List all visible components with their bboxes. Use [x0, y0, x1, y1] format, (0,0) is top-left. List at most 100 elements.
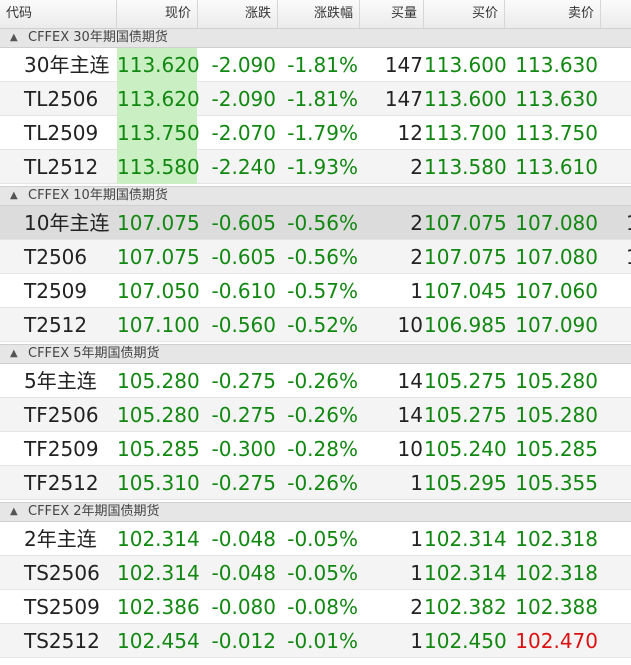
cell-change-pct: -0.08% — [287, 595, 358, 619]
price-value: 102.386 — [117, 595, 200, 619]
cell-volume: 2 — [410, 595, 423, 619]
cell-code: T2506 — [24, 245, 88, 269]
table-row[interactable]: TL2509 113.750 -2.070 -1.79% 12 113.700 113.75… — [0, 116, 631, 150]
cell-ask: 113.630 — [515, 53, 598, 77]
table-row[interactable]: TS2509 102.386 -0.080 -0.08% 2 102.382 102.388 — [0, 590, 631, 624]
group-header[interactable]: ▲ CFFEX 30年期国债期货 — [0, 28, 631, 48]
table-row[interactable]: TF2506 105.280 -0.275 -0.26% 14 105.275 105.28… — [0, 398, 631, 432]
group-title: CFFEX 5年期国债期货 — [28, 346, 160, 361]
cell-change-pct: -0.05% — [287, 527, 358, 551]
cell-change-pct: -0.26% — [287, 471, 358, 495]
cell-code: TL2512 — [24, 155, 99, 179]
price-value: 107.050 — [117, 279, 200, 303]
cell-code: TF2506 — [24, 403, 99, 427]
cell-change: -0.275 — [211, 403, 276, 427]
cell-change-pct: -1.81% — [287, 53, 358, 77]
cell-change: -0.605 — [211, 211, 276, 235]
cell-code: 30年主连 — [24, 53, 110, 77]
group-title: CFFEX 10年期国债期货 — [28, 188, 168, 203]
cell-code: 5年主连 — [24, 369, 97, 393]
group-header[interactable]: ▲ CFFEX 5年期国债期货 — [0, 344, 631, 364]
price-value: 113.750 — [117, 121, 200, 145]
table-row[interactable]: T2512 107.100 -0.560 -0.52% 10 106.985 107.090 — [0, 308, 631, 342]
cell-bid: 102.450 — [424, 629, 507, 653]
cell-change: -0.080 — [211, 595, 276, 619]
cell-volume: 1 — [410, 471, 423, 495]
cell-change: -0.275 — [211, 471, 276, 495]
price-value: 107.075 — [117, 211, 200, 235]
collapse-caret-icon[interactable]: ▲ — [10, 32, 18, 43]
cell-code: TS2506 — [24, 561, 100, 585]
cell-change: -0.048 — [211, 561, 276, 585]
column-header-change[interactable]: 涨跌 — [198, 0, 278, 28]
cell-code: TL2506 — [24, 87, 99, 111]
cell-change-pct: -0.28% — [287, 437, 358, 461]
cell-ask: 102.470 — [515, 629, 598, 653]
table-row[interactable]: TF2509 105.285 -0.300 -0.28% 10 105.240 105.28… — [0, 432, 631, 466]
cell-change: -0.012 — [211, 629, 276, 653]
cell-code: T2512 — [24, 313, 88, 337]
table-row[interactable]: TL2506 113.620 -2.090 -1.81% 147 113.600 113.6… — [0, 82, 631, 116]
table-row[interactable]: TS2506 102.314 -0.048 -0.05% 1 102.314 102.318 — [0, 556, 631, 590]
price-value: 102.314 — [117, 527, 200, 551]
cell-change: -2.090 — [211, 87, 276, 111]
column-header-code[interactable]: 代码 — [0, 0, 117, 28]
table-row[interactable]: 30年主连 113.620 -2.090 -1.81% 147 113.600 113.63… — [0, 48, 631, 82]
cell-price: 102.314 — [117, 556, 200, 590]
cell-price: 105.280 — [117, 398, 200, 432]
cell-price: 105.285 — [117, 432, 200, 466]
price-value: 113.580 — [117, 155, 200, 179]
cell-volume: 2 — [410, 245, 423, 269]
cell-bid: 102.314 — [424, 527, 507, 551]
cell-price: 113.620 — [117, 82, 200, 116]
column-header-change-pct[interactable]: 涨跌幅 — [278, 0, 360, 28]
cell-code: TS2509 — [24, 595, 100, 619]
column-header-price[interactable]: 现价 — [117, 0, 198, 28]
table-row[interactable]: TS2512 102.454 -0.012 -0.01% 1 102.450 102.470 — [0, 624, 631, 658]
cell-change: -0.605 — [211, 245, 276, 269]
cell-change-pct: -0.26% — [287, 403, 358, 427]
group-header[interactable]: ▲ CFFEX 2年期国债期货 — [0, 502, 631, 522]
cell-ask: 105.280 — [515, 369, 598, 393]
cell-bid: 113.700 — [424, 121, 507, 145]
cell-volume: 10 — [397, 313, 423, 337]
cell-change: -2.240 — [211, 155, 276, 179]
group-header[interactable]: ▲ CFFEX 10年期国债期货 — [0, 186, 631, 206]
column-header-volume[interactable]: 买量 — [360, 0, 424, 28]
cell-bid: 113.600 — [424, 53, 507, 77]
table-row[interactable]: 5年主连 105.280 -0.275 -0.26% 14 105.275 105.280 — [0, 364, 631, 398]
group-title: CFFEX 30年期国债期货 — [28, 30, 168, 45]
table-row[interactable]: 2年主连 102.314 -0.048 -0.05% 1 102.314 102.318 — [0, 522, 631, 556]
cell-price: 105.280 — [117, 364, 200, 398]
price-value: 107.100 — [117, 313, 200, 337]
table-row[interactable]: T2509 107.050 -0.610 -0.57% 1 107.045 107.060 — [0, 274, 631, 308]
price-value: 102.314 — [117, 561, 200, 585]
cell-ask: 107.060 — [515, 279, 598, 303]
cell-bid: 107.045 — [424, 279, 507, 303]
table-row[interactable]: TL2512 113.580 -2.240 -1.93% 2 113.580 113.610 — [0, 150, 631, 184]
cell-volume: 2 — [410, 155, 423, 179]
cell-ask: 107.080 — [515, 211, 598, 235]
collapse-caret-icon[interactable]: ▲ — [10, 190, 18, 201]
cell-ask: 102.388 — [515, 595, 598, 619]
column-header-ask[interactable]: 卖价 — [505, 0, 601, 28]
cell-code: T2509 — [24, 279, 88, 303]
cell-price: 107.100 — [117, 308, 200, 342]
cell-change: -0.300 — [211, 437, 276, 461]
cell-change: -2.070 — [211, 121, 276, 145]
price-value: 105.280 — [117, 369, 200, 393]
cell-overflow: 1 — [626, 240, 631, 274]
column-header-bid[interactable]: 买价 — [424, 0, 505, 28]
cell-change: -2.090 — [211, 53, 276, 77]
table-row[interactable]: TF2512 105.310 -0.275 -0.26% 1 105.295 105.355 — [0, 466, 631, 500]
collapse-caret-icon[interactable]: ▲ — [10, 506, 18, 517]
collapse-caret-icon[interactable]: ▲ — [10, 348, 18, 359]
cell-code: 10年主连 — [24, 211, 110, 235]
cell-bid: 105.240 — [424, 437, 507, 461]
group-title: CFFEX 2年期国债期货 — [28, 504, 160, 519]
cell-bid: 102.314 — [424, 561, 507, 585]
cell-price: 105.310 — [117, 466, 200, 500]
